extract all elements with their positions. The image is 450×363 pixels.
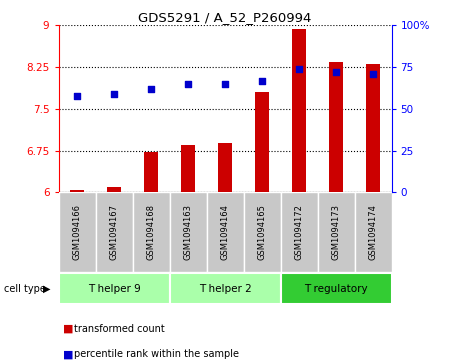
Point — [258, 78, 265, 83]
Text: GSM1094165: GSM1094165 — [257, 204, 266, 260]
Point — [369, 71, 377, 77]
Text: GSM1094166: GSM1094166 — [72, 204, 81, 260]
Text: T helper 2: T helper 2 — [198, 284, 252, 294]
Text: ■: ■ — [63, 324, 73, 334]
Bar — [207, 192, 243, 272]
Bar — [255, 92, 270, 192]
Bar — [280, 273, 392, 304]
Point — [110, 91, 117, 97]
Text: GSM1094167: GSM1094167 — [109, 204, 118, 260]
Text: ■: ■ — [63, 349, 73, 359]
Point — [295, 66, 302, 72]
Text: transformed count: transformed count — [74, 324, 165, 334]
Text: cell type: cell type — [4, 284, 46, 294]
Text: ▶: ▶ — [43, 284, 50, 294]
Bar — [318, 192, 355, 272]
Text: GSM1094173: GSM1094173 — [332, 204, 341, 260]
Text: GSM1094164: GSM1094164 — [220, 204, 230, 260]
Bar — [243, 192, 280, 272]
Title: GDS5291 / A_52_P260994: GDS5291 / A_52_P260994 — [138, 11, 312, 24]
Bar — [292, 29, 306, 192]
Bar — [144, 152, 158, 192]
Bar — [132, 192, 170, 272]
Text: percentile rank within the sample: percentile rank within the sample — [74, 349, 239, 359]
Point — [73, 93, 81, 98]
Bar — [170, 192, 207, 272]
Text: GSM1094172: GSM1094172 — [294, 204, 303, 260]
Point — [184, 81, 192, 87]
Bar — [218, 143, 232, 192]
Text: T regulatory: T regulatory — [304, 284, 368, 294]
Point — [333, 69, 340, 75]
Point — [221, 81, 229, 87]
Bar — [170, 273, 280, 304]
Bar — [95, 192, 132, 272]
Text: GSM1094163: GSM1094163 — [184, 204, 193, 260]
Text: GSM1094168: GSM1094168 — [147, 204, 156, 260]
Bar — [180, 145, 195, 192]
Bar — [328, 62, 343, 192]
Text: GSM1094174: GSM1094174 — [369, 204, 378, 260]
Bar — [280, 192, 318, 272]
Text: T helper 9: T helper 9 — [88, 284, 140, 294]
Bar — [365, 64, 380, 192]
Bar — [58, 192, 95, 272]
Bar — [107, 187, 122, 192]
Bar — [70, 189, 85, 192]
Point — [148, 86, 155, 92]
Bar — [58, 273, 170, 304]
Bar — [355, 192, 392, 272]
